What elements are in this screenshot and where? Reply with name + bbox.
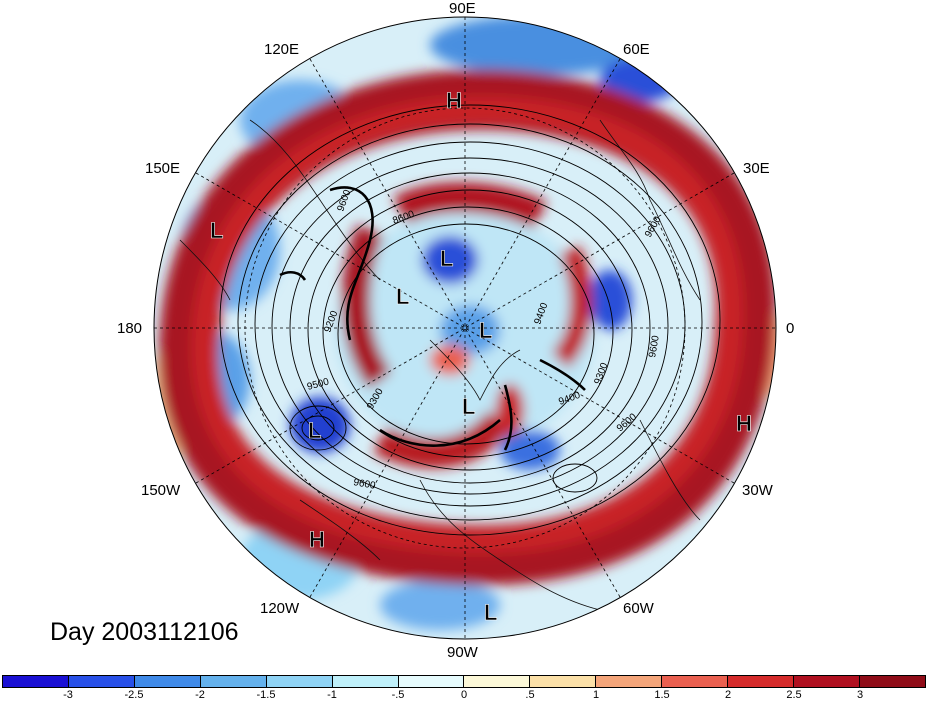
high-pressure-marker: H — [446, 88, 462, 113]
longitude-label-0: 0 — [786, 320, 795, 337]
colorbar-tick-label: 1.5 — [654, 689, 670, 701]
colorbar-segment — [596, 676, 663, 687]
colorbar-segment — [662, 676, 729, 687]
coastline-lines — [179, 119, 701, 611]
longitude-label-30e: 30E — [743, 160, 770, 177]
colorbar-tick-label: 0 — [460, 689, 468, 701]
longitude-label-60w: 60W — [623, 600, 654, 617]
colorbar — [2, 675, 926, 688]
contour-label: 9600 — [352, 477, 376, 492]
high-pressure-marker: H — [309, 527, 325, 552]
longitude-label-60e: 60E — [623, 41, 650, 58]
colorbar-tick-label: -2.5 — [124, 689, 144, 701]
longitude-label-150w: 150W — [141, 482, 181, 499]
longitude-label-30w: 30W — [742, 482, 773, 499]
longitude-label-120w: 120W — [260, 600, 300, 617]
colorbar-tick-label: 2 — [724, 689, 732, 701]
colorbar-tick-label: -1 — [327, 689, 337, 701]
colorbar-tick-label: -3 — [63, 689, 73, 701]
colorbar-tick-label: -2 — [195, 689, 205, 701]
colorbar-segment — [530, 676, 597, 687]
colorbar-segment — [200, 676, 267, 687]
colorbar-segment — [728, 676, 795, 687]
colorbar-segment — [266, 676, 333, 687]
contour-label: 9600 — [647, 334, 662, 358]
low-pressure-marker: L — [210, 218, 223, 243]
graticule — [154, 17, 776, 639]
colorbar-segment — [859, 676, 925, 687]
colorbar-segment — [398, 676, 465, 687]
longitude-label-90w: 90W — [447, 644, 478, 661]
longitude-label-120e: 120E — [264, 41, 300, 58]
colorbar-tick-label: -1.5 — [256, 689, 276, 701]
colorbar-segment — [68, 676, 135, 687]
colorbar-tick-label: 2.5 — [786, 689, 802, 701]
colorbar-tick-label: .5 — [525, 689, 535, 701]
map-boundary — [153, 16, 777, 640]
day-title: Day 2003112106 — [50, 618, 239, 646]
colorbar-segment — [332, 676, 399, 687]
low-pressure-marker: L — [462, 394, 475, 419]
low-pressure-marker: L — [484, 600, 497, 625]
colorbar-tick-label: -.5 — [391, 689, 405, 701]
low-pressure-marker: L — [396, 284, 409, 309]
colorbar-tick-label: 3 — [856, 689, 864, 701]
colorbar-segment — [464, 676, 531, 687]
pressure-centers: H L L L L L L H H L — [210, 88, 752, 626]
high-pressure-marker: H — [736, 411, 752, 436]
colorbar-tick-label: 1 — [592, 689, 600, 701]
colorbar-segment — [794, 676, 860, 687]
height-contours — [219, 104, 721, 536]
low-pressure-marker: L — [440, 246, 453, 271]
longitude-label-90e: 90E — [449, 0, 476, 17]
colorbar-segment — [3, 676, 69, 687]
low-pressure-marker: L — [308, 418, 321, 443]
longitude-label-150e: 150E — [145, 160, 181, 177]
colorbar-segment — [134, 676, 201, 687]
longitude-label-180: 180 — [117, 320, 143, 337]
low-pressure-marker: L — [479, 318, 492, 343]
